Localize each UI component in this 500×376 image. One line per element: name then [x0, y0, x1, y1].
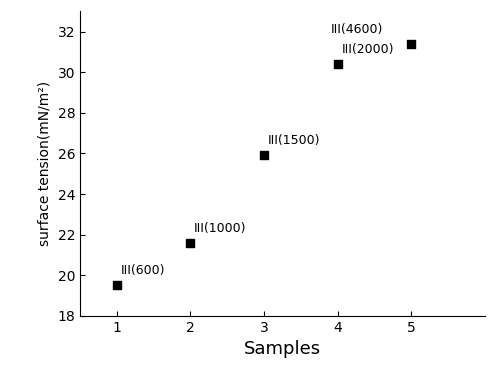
Point: [113, 282, 121, 288]
Point: [334, 61, 342, 67]
Text: III(4600): III(4600): [330, 23, 382, 36]
Y-axis label: surface tension(mN/m²): surface tension(mN/m²): [38, 81, 52, 246]
Text: III(1500): III(1500): [268, 134, 320, 147]
Text: III(1000): III(1000): [194, 221, 246, 235]
Point: [260, 152, 268, 158]
Text: III(2000): III(2000): [342, 43, 394, 56]
Point: [186, 240, 194, 246]
Point: [408, 41, 416, 47]
Text: III(600): III(600): [120, 264, 165, 277]
X-axis label: Samples: Samples: [244, 340, 321, 358]
